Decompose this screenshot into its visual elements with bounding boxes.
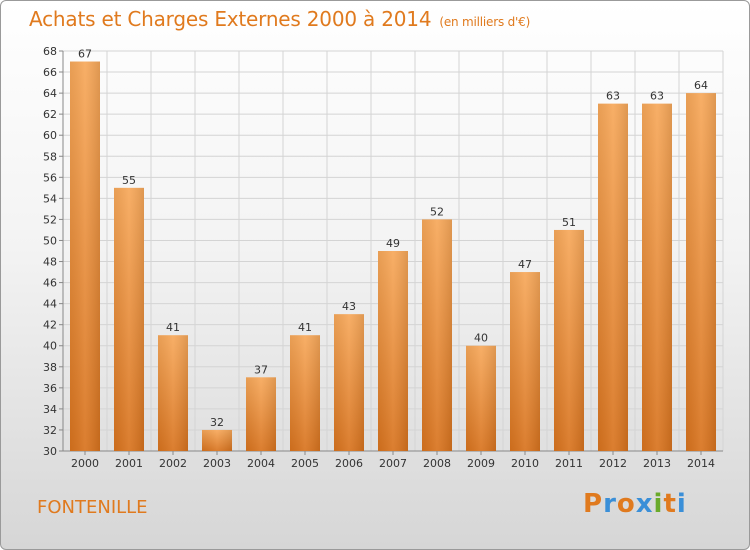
commune-name: FONTENILLE [37, 497, 148, 518]
x-tick-label: 2004 [247, 457, 275, 470]
data-label: 51 [562, 216, 576, 229]
y-tick-label: 50 [43, 234, 57, 247]
x-tick-label: 2003 [203, 457, 231, 470]
data-labels: 67 55 41 32 37 41 43 49 52 40 47 51 63 63 64 [78, 48, 708, 429]
bar-shade [114, 187, 144, 451]
bar-shade [158, 335, 188, 451]
x-tick-label: 2001 [115, 457, 143, 470]
bar-shade [686, 93, 716, 452]
bar-shade [466, 345, 496, 451]
logo-letter: r [603, 489, 617, 519]
y-tick-label: 44 [43, 298, 57, 311]
y-tick-label: 36 [43, 382, 57, 395]
x-tick-label: 2006 [335, 457, 363, 470]
y-tick-label: 60 [43, 129, 57, 142]
data-label: 40 [474, 332, 488, 345]
bar-shade [422, 219, 452, 451]
y-tick-label: 32 [43, 424, 57, 437]
y-tick-label: 56 [43, 171, 57, 184]
bar-shade [202, 429, 232, 451]
bars [70, 61, 716, 452]
data-label: 32 [210, 416, 224, 429]
bar-shade [642, 103, 672, 451]
bar-shade [598, 103, 628, 451]
y-tick-label: 34 [43, 403, 57, 416]
logo-letter: i [676, 489, 687, 519]
logo-letter: i [653, 489, 664, 519]
data-label: 41 [166, 321, 180, 334]
bar-shade [70, 61, 100, 452]
y-tick-label: 40 [43, 340, 57, 353]
x-tick-label: 2010 [511, 457, 539, 470]
chart-title-text: Achats et Charges Externes 2000 à 2014 [29, 7, 432, 31]
y-tick-label: 48 [43, 256, 57, 269]
x-tick-label: 2012 [599, 457, 627, 470]
bar-shade [246, 377, 276, 451]
y-tick-label: 62 [43, 108, 57, 121]
y-tick-label: 46 [43, 277, 57, 290]
y-tick-label: 58 [43, 150, 57, 163]
bar-shade [554, 229, 584, 451]
x-tick-label: 2009 [467, 457, 495, 470]
x-tick-label: 2014 [687, 457, 715, 470]
x-tick-label: 2000 [71, 457, 99, 470]
chart-title: Achats et Charges Externes 2000 à 2014 (e… [29, 7, 530, 31]
data-label: 63 [650, 90, 664, 103]
y-tick-label: 54 [43, 192, 57, 205]
x-tick-label: 2005 [291, 457, 319, 470]
logo-letter: x [635, 489, 654, 519]
x-tick-label: 2008 [423, 457, 451, 470]
logo-letter: o [616, 489, 636, 519]
y-tick-label: 66 [43, 66, 57, 79]
data-label: 63 [606, 90, 620, 103]
chart-unit: (en milliers d'€) [439, 15, 531, 29]
data-label: 43 [342, 300, 356, 313]
data-label: 37 [254, 363, 268, 376]
data-label: 49 [386, 237, 400, 250]
y-tick-label: 38 [43, 361, 57, 374]
data-label: 52 [430, 205, 444, 218]
y-tick-label: 68 [43, 45, 57, 58]
y-tick-label: 30 [43, 445, 57, 458]
data-label: 41 [298, 321, 312, 334]
x-tick-label: 2007 [379, 457, 407, 470]
logo-letter: P [583, 489, 604, 519]
data-label: 47 [518, 258, 532, 271]
logo-letter: t [663, 489, 677, 519]
x-tick-label: 2002 [159, 457, 187, 470]
bar-shade [378, 251, 408, 451]
y-tick-label: 42 [43, 319, 57, 332]
y-tick-label: 52 [43, 213, 57, 226]
bar-shade [510, 272, 540, 451]
data-label: 67 [78, 48, 92, 61]
x-tick-label: 2011 [555, 457, 583, 470]
bar-shade [334, 314, 364, 451]
x-tick-label: 2013 [643, 457, 671, 470]
data-label: 55 [122, 174, 136, 187]
data-label: 64 [694, 79, 708, 92]
y-tick-label: 64 [43, 87, 57, 100]
bar-shade [290, 335, 320, 451]
proxiti-logo: Proxiti [583, 489, 687, 519]
